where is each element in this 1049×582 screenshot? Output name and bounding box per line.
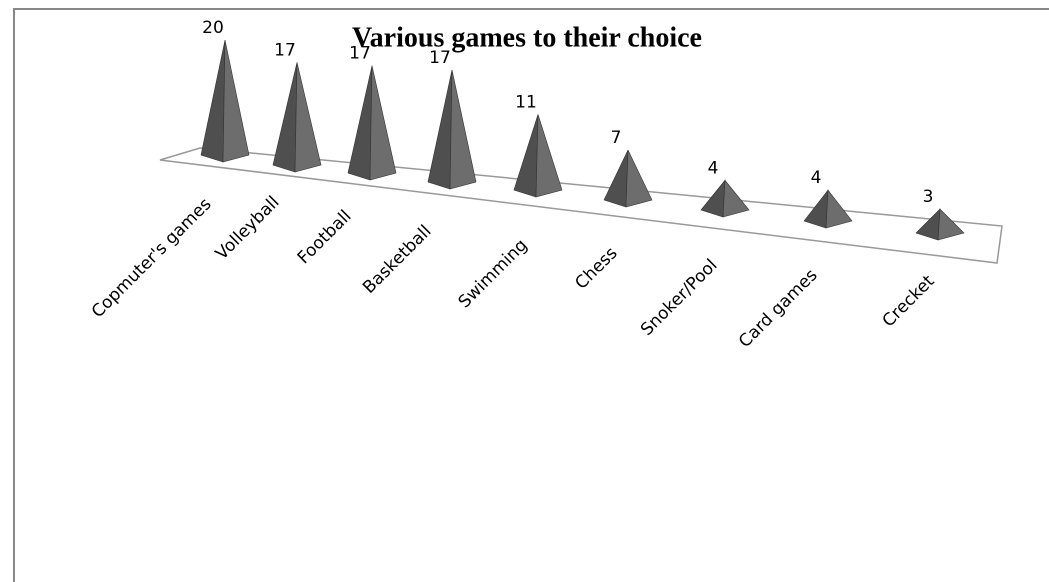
pyramid-right-face: [535, 114, 563, 198]
data-label: 20: [202, 18, 224, 38]
data-label: 3: [923, 187, 934, 207]
pyramid: [513, 114, 563, 198]
data-label: 7: [611, 128, 622, 148]
data-label: 4: [811, 168, 822, 188]
pyramid-right-face: [825, 189, 853, 229]
pyramid: [603, 149, 653, 208]
pyramid-right-face: [625, 149, 653, 208]
pyramid-right-face: [722, 179, 750, 218]
pyramid: [347, 65, 397, 181]
chart-frame: [13, 8, 1049, 582]
data-label: 17: [429, 48, 451, 68]
pyramid-right-face: [369, 65, 397, 181]
data-label: 4: [708, 158, 719, 178]
chart-title: Various games to their choice: [352, 22, 702, 53]
data-label: 17: [274, 40, 296, 60]
data-label: 17: [349, 44, 371, 64]
plot: [200, 39, 965, 241]
pyramid-right-face: [222, 39, 250, 163]
pyramid: [915, 208, 965, 241]
pyramid: [427, 69, 477, 190]
pyramid-right-face: [449, 69, 477, 190]
pyramid-right-face: [294, 62, 322, 173]
pyramid: [803, 189, 853, 229]
pyramid-right-face: [937, 208, 965, 241]
pyramid: [700, 179, 750, 218]
data-label: 11: [515, 92, 537, 112]
pyramid: [272, 62, 322, 173]
pyramid: [200, 39, 250, 163]
